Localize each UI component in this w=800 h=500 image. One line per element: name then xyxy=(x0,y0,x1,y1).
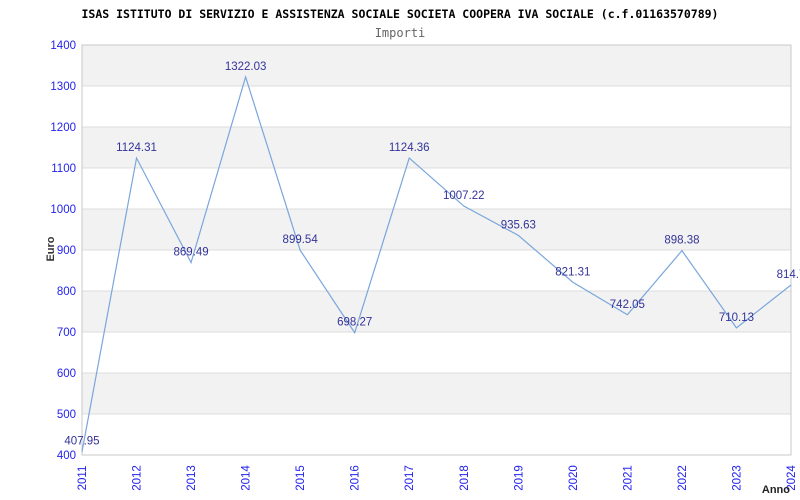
plot-band xyxy=(82,291,791,332)
plot-band xyxy=(82,373,791,414)
x-tick-label: 2018 xyxy=(459,465,471,491)
x-tick-label: 2021 xyxy=(622,465,634,491)
x-tick-label: 2024 xyxy=(786,465,798,491)
plot-border xyxy=(81,44,792,456)
x-tick-label: 2016 xyxy=(350,465,362,491)
y-tick-label: 1100 xyxy=(51,163,76,175)
y-tick-label: 1300 xyxy=(50,81,76,93)
x-tick-label: 2012 xyxy=(132,465,144,491)
y-tick-label: 800 xyxy=(57,286,76,298)
y-tick-label: 1200 xyxy=(50,122,76,134)
y-tick-label: 500 xyxy=(57,409,76,421)
point-label: 698.27 xyxy=(337,317,372,329)
y-tick-label: 600 xyxy=(57,368,76,380)
x-tick-label: 2023 xyxy=(731,465,743,491)
plot-band xyxy=(82,45,791,86)
point-label: 1322.03 xyxy=(225,61,267,73)
x-tick-label: 2020 xyxy=(568,465,580,491)
x-axis-label: Anno xyxy=(761,484,790,496)
point-label: 814.7 xyxy=(777,269,800,281)
data-line xyxy=(81,74,792,452)
point-label: 898.38 xyxy=(664,235,699,247)
x-tick-label: 2017 xyxy=(404,465,416,491)
x-tick-label: 2015 xyxy=(295,465,307,491)
point-label: 935.63 xyxy=(501,219,536,231)
point-label: 899.54 xyxy=(283,234,319,246)
x-tick-label: 2022 xyxy=(677,465,689,491)
point-label: 869.49 xyxy=(173,247,208,259)
chart-title: ISAS ISTITUTO DI SERVIZIO E ASSISTENZA S… xyxy=(81,7,719,21)
point-label: 407.95 xyxy=(64,436,99,448)
point-label: 1124.36 xyxy=(389,142,430,154)
y-tick-label: 900 xyxy=(57,245,76,257)
x-tick-label: 2014 xyxy=(241,465,253,491)
point-label: 1007.22 xyxy=(443,190,485,202)
chart-subtitle: Importi xyxy=(374,26,426,40)
y-tick-label: 400 xyxy=(57,450,76,462)
x-tick-label: 2011 xyxy=(77,466,89,491)
x-tick-label: 2013 xyxy=(186,465,198,491)
plot-band xyxy=(82,127,791,168)
y-tick-label: 1000 xyxy=(50,204,76,216)
point-label: 1124.31 xyxy=(116,142,157,154)
y-tick-label: 1400 xyxy=(50,40,76,52)
x-tick-label: 2019 xyxy=(513,465,525,491)
point-label: 742.05 xyxy=(610,299,645,311)
point-label: 710.13 xyxy=(719,312,754,324)
point-label: 821.31 xyxy=(555,266,590,278)
y-tick-label: 700 xyxy=(57,327,76,339)
